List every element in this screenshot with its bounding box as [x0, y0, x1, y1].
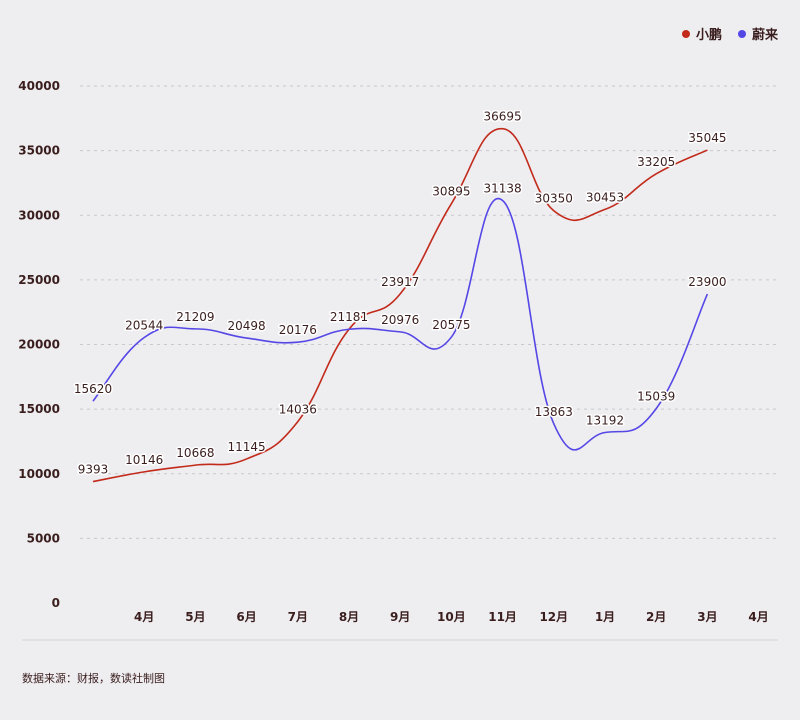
- x-tick-label: 2月: [646, 610, 666, 624]
- data-label: 35045: [688, 131, 726, 145]
- data-label: 23900: [688, 275, 726, 289]
- data-label: 20544: [125, 318, 163, 332]
- y-tick-label: 35000: [18, 144, 60, 158]
- data-label: 10146: [125, 453, 163, 467]
- x-tick-label: 7月: [288, 610, 308, 624]
- legend-label-xpeng: 小鹏: [695, 28, 722, 43]
- data-label: 36695: [484, 110, 522, 124]
- data-label: 14036: [279, 403, 317, 417]
- data-label: 13863: [535, 405, 573, 419]
- data-label: 21181: [330, 310, 368, 324]
- legend-item-nio[interactable]: 蔚来: [737, 24, 778, 43]
- data-label: 15620: [74, 382, 112, 396]
- y-tick-label: 0: [52, 596, 60, 610]
- data-label: 20575: [432, 318, 470, 332]
- source-note: 数据来源：财报，数读社制图: [22, 672, 165, 685]
- y-tick-label: 20000: [18, 338, 60, 352]
- y-tick-label: 30000: [18, 208, 60, 222]
- x-tick-label: 8月: [339, 610, 359, 624]
- y-tick-label: 5000: [27, 531, 60, 545]
- data-label: 30350: [535, 192, 573, 206]
- legend: 小鹏 蔚来: [681, 24, 778, 43]
- x-tick-label: 1月: [595, 610, 615, 624]
- x-tick-label: 5月: [185, 610, 205, 624]
- x-tick-label: 12月: [539, 610, 568, 624]
- x-tick-label: 4月: [134, 610, 154, 624]
- data-label: 20976: [381, 313, 419, 327]
- data-label: 23917: [381, 275, 419, 289]
- series-line-1: [92, 197, 709, 451]
- data-label: 10668: [176, 446, 214, 460]
- x-tick-label: 6月: [236, 610, 256, 624]
- data-label: 30895: [432, 185, 470, 199]
- y-tick-label: 40000: [18, 79, 60, 93]
- data-label: 21181: [330, 310, 368, 324]
- legend-label-nio: 蔚来: [751, 28, 778, 43]
- y-tick-label: 25000: [18, 273, 60, 287]
- x-tick-label: 3月: [697, 610, 717, 624]
- data-label: 9393: [78, 463, 109, 477]
- data-label: 20498: [228, 319, 266, 333]
- x-tick-label: 11月: [488, 610, 517, 624]
- y-tick-label: 10000: [18, 467, 60, 481]
- legend-swatch-xpeng: [681, 29, 690, 38]
- data-label: 13192: [586, 413, 624, 427]
- data-label: 31138: [484, 182, 522, 196]
- legend-swatch-nio: [737, 29, 746, 38]
- data-label: 30453: [586, 190, 624, 204]
- data-label: 20176: [279, 323, 317, 337]
- x-tick-label: 10月: [437, 610, 466, 624]
- series-line-0: [92, 127, 708, 483]
- data-label: 15039: [637, 390, 675, 404]
- data-label: 33205: [637, 155, 675, 169]
- data-label: 21209: [176, 310, 214, 324]
- x-tick-label: 4月: [748, 610, 768, 624]
- legend-item-xpeng[interactable]: 小鹏: [681, 24, 722, 43]
- x-tick-label: 9月: [390, 610, 410, 624]
- data-label: 11145: [228, 440, 266, 454]
- y-tick-label: 15000: [18, 402, 60, 416]
